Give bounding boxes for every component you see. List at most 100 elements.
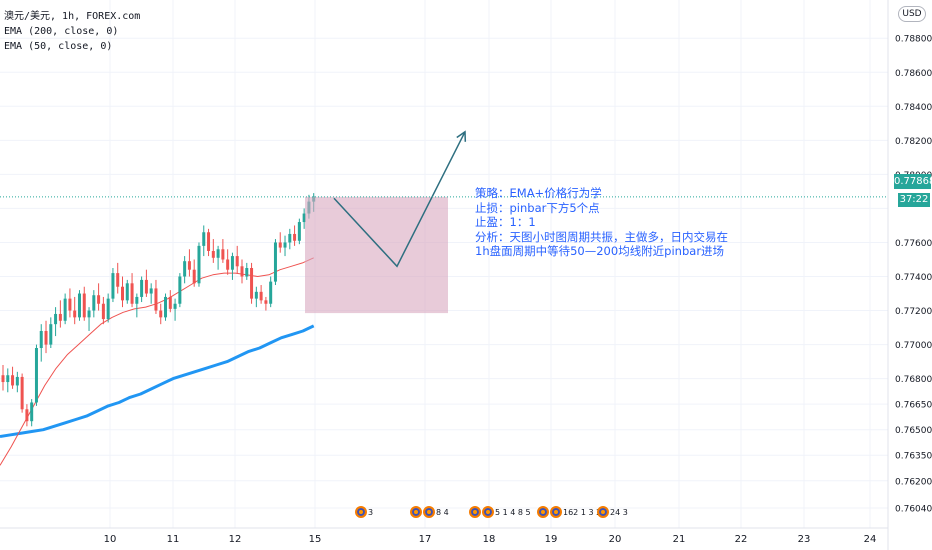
candle-body [297,222,301,241]
price-tick-label: 0.78200 [895,137,932,147]
annotation-line-1: 策略：EMA+价格行为学 [475,186,602,200]
price-tick-label: 0.78600 [895,69,932,79]
au-flag-icon [550,506,562,518]
us-flag-icon [410,506,422,518]
candle-body [101,303,105,320]
ema200-line-group [0,324,315,438]
au-flag-icon [482,506,494,518]
candle-body [106,298,110,320]
candle-body [259,291,263,301]
time-tick-label: 12 [229,534,242,545]
candle-body [183,261,187,277]
candle-body [135,296,139,304]
candle-body [240,266,244,277]
time-tick-label: 23 [798,534,811,545]
price-tick-label: 0.77000 [895,341,932,351]
candle-body [207,232,211,251]
candle-body [54,313,58,325]
candle-body [159,310,163,318]
time-tick-label: 19 [545,534,558,545]
candle-body [125,283,129,301]
candle-body [273,242,277,282]
candle-body [197,245,201,284]
price-tick-label: 0.76500 [895,426,932,436]
event-label: 5 1 4 8 5 [495,507,531,517]
candle-body [34,348,38,403]
candle-body [11,375,15,386]
trade-zone-box [305,196,448,314]
candle-body [264,300,268,304]
candle-body [25,409,29,422]
event-marker-5[interactable]: 24 3 [597,501,628,523]
candle-body [230,256,234,270]
candle-body [173,303,177,309]
event-marker-2[interactable]: 8 4 [410,501,449,523]
time-tick-label: 21 [673,534,686,545]
event-label: 162 1 3 2 [563,507,602,517]
candle-body [293,233,297,241]
candle-body [121,286,124,301]
time-tick-label: 22 [735,534,748,545]
event-marker-1[interactable]: 3 [355,501,373,523]
candles-group [1,193,316,427]
candle-body [216,249,220,258]
ema50-legend[interactable]: EMA (50, close, 0) [4,41,113,52]
annotation-line-3: 止盈：1：1 [475,215,536,229]
symbol-line[interactable]: 澳元/美元, 1h, FOREX.com [4,11,141,22]
event-marker-3[interactable]: 5 1 4 8 5 [469,501,531,523]
candle-body [164,296,168,318]
candle-body [87,310,91,318]
time-tick-label: 17 [419,534,432,545]
candle-body [288,233,292,243]
event-marker-4[interactable]: 162 1 3 2 [537,501,601,523]
candle-body [168,296,172,309]
candle-body [15,376,19,386]
candle-body [92,295,96,311]
candle-body [144,279,148,294]
candle-body [278,242,282,248]
price-tick-label: 0.76200 [895,477,932,487]
price-tick-label: 0.76800 [895,375,932,385]
au-flag-icon [423,506,435,518]
us-flag-icon [355,506,367,518]
price-tick-label: 0.78400 [895,103,932,113]
price-axis[interactable]: 0.76040 0.76200 0.76350 0.76500 0.76650 0.768… [887,0,932,550]
candle-body [49,324,53,345]
us-flag-icon [537,506,549,518]
strategy-annotation[interactable]: 策略：EMA+价格行为学 止损：pinbar下方5个点 止盈：1：1 分析：天图… [475,186,728,259]
candle-body [221,249,225,260]
candle-body [283,242,287,248]
price-tick-label: 0.76040 [895,505,932,515]
last-price-tag: 0.77868 [894,174,932,189]
candle-body [187,261,191,270]
time-tick-label: 18 [483,534,496,545]
drawing-overlay[interactable] [0,130,888,314]
currency-badge[interactable]: USD [898,6,926,22]
candle-body [235,256,239,267]
candle-body [211,250,215,258]
time-axis[interactable]: 10 11 12 15 17 18 19 20 21 22 23 24 [0,527,888,545]
candle-body [254,291,258,299]
price-tick-label: 0.76650 [895,401,932,411]
chart-legend: 澳元/美元, 1h, FOREX.com EMA (200, close, 0)… [4,9,140,54]
countdown-tag: 37:22 [898,193,930,207]
projection-arrowhead [456,130,467,142]
candle-body [30,402,34,422]
candle-body [44,330,48,345]
ema200-legend[interactable]: EMA (200, close, 0) [4,26,119,37]
candle-body [97,295,101,304]
candle-body [202,232,206,246]
candle-body [77,293,81,318]
price-tick-label: 0.77200 [895,307,932,317]
projection-path [333,131,466,268]
time-tick-label: 11 [167,534,180,545]
candle-body [178,276,182,304]
price-tick-label: 0.78800 [895,35,932,45]
price-tick-label: 0.77600 [895,239,932,249]
candle-body [302,213,306,223]
annotation-line-5: 1h盘面周期中等待50—200均线附近pinbar进场 [475,244,725,258]
chart-grid [0,0,888,528]
candle-body [68,298,72,311]
candle-body [192,269,196,284]
